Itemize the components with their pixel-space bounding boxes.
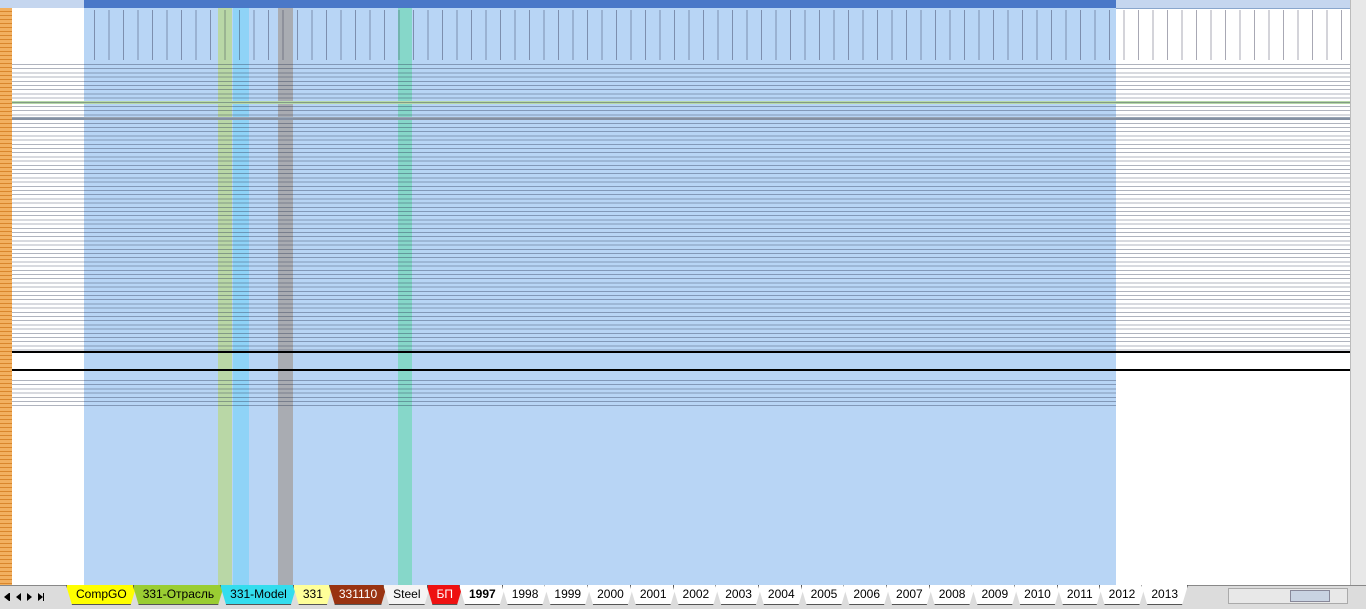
column-header-selected [84,0,1116,8]
scroll-thumb[interactable] [1290,590,1330,602]
column-labels [84,10,1350,60]
next-tab-button[interactable] [27,593,32,601]
sheet-tab[interactable]: 2003 [715,585,762,605]
sheet-tab[interactable]: Steel [383,585,430,605]
border-line [12,369,1350,371]
sheet-tab[interactable]: 2004 [758,585,805,605]
sheet-tab[interactable]: 2008 [929,585,976,605]
label-column [12,8,85,585]
selected-range [84,8,1116,585]
vertical-scrollbar[interactable] [1350,0,1366,585]
highlight-column [218,8,232,585]
sheet-tab[interactable]: 1997 [459,585,506,605]
sheet-tab[interactable]: 2001 [630,585,677,605]
sheet-tab[interactable]: 2002 [673,585,720,605]
horizontal-scrollbar[interactable] [1228,588,1348,604]
sheet-tab[interactable]: 331-Model [220,585,297,605]
sheet-tab[interactable]: 1998 [502,585,549,605]
sheet-tab[interactable]: 2005 [801,585,848,605]
sheet-tab[interactable]: 1999 [544,585,591,605]
sheet-tab[interactable]: БП [427,585,464,605]
sheet-tabs: CompGO 331-Отрасль 331-Model 331 331110 Steel… [70,585,1188,605]
highlight-row [12,117,1350,120]
sheet-tab[interactable]: 2009 [971,585,1018,605]
first-tab-button[interactable] [4,593,10,601]
border-line [12,351,1350,353]
highlight-row [12,101,1350,104]
highlight-column [278,8,293,585]
sheet-tab[interactable]: 331-Отрасль [133,585,224,605]
sheet-tab[interactable]: 2011 [1057,585,1103,605]
cell-rows [12,62,1350,352]
sheet-tab[interactable]: 2006 [843,585,890,605]
sheet-tab[interactable]: 2012 [1099,585,1146,605]
cell-rows [12,378,1116,408]
sheet-tab[interactable]: 331 [293,585,333,605]
highlight-column [233,8,249,585]
prev-tab-button[interactable] [16,593,21,601]
row-header [0,8,12,585]
sheet-tab[interactable]: 2000 [587,585,634,605]
highlight-column [398,8,412,585]
sheet-tab[interactable]: 2013 [1141,585,1188,605]
sheet-tab[interactable]: 2010 [1014,585,1061,605]
sheet-tab[interactable]: 2007 [886,585,933,605]
tab-navigation [4,590,66,604]
sheet-tab[interactable]: CompGO [66,585,137,605]
sheet-tab[interactable]: 331110 [329,585,387,605]
last-tab-button[interactable] [38,593,44,601]
